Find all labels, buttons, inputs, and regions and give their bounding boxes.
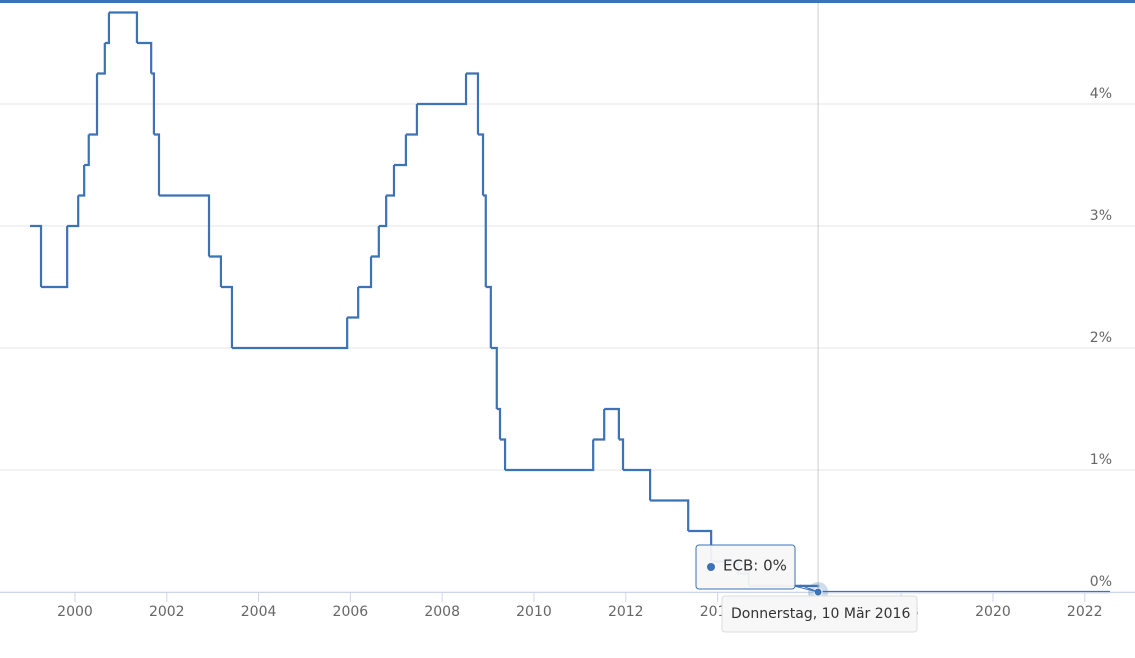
x-tick-label: 2010 <box>516 604 552 620</box>
x-tick-label: 2012 <box>608 604 644 620</box>
x-axis: 2000200220042006200820102012201420162018… <box>0 592 1135 620</box>
step-segment <box>108 11 139 43</box>
step-segment <box>151 72 156 135</box>
grid: 0% 1% 2% 3% 4% <box>0 86 1135 593</box>
tooltip-date: Donnerstag, 10 Mär 2016 <box>731 606 910 622</box>
tooltip-pointer <box>789 584 819 593</box>
tooltip-label: ECB: 0% <box>723 557 787 575</box>
step-segment <box>386 165 396 197</box>
date-box <box>721 595 918 633</box>
value-box <box>695 544 796 590</box>
step-segment <box>97 43 106 75</box>
plot <box>30 11 1110 594</box>
step-segment <box>209 255 223 287</box>
step-segment <box>41 226 69 289</box>
step-segment <box>371 226 380 258</box>
step-segment <box>477 133 485 196</box>
step-segment <box>104 12 111 45</box>
step-segment <box>496 407 502 440</box>
step-segment <box>618 438 625 470</box>
step-segment <box>78 165 86 197</box>
step-segment <box>485 285 492 348</box>
step-segment <box>490 346 498 409</box>
y-tick-label: 0% <box>1090 574 1112 590</box>
step-segment <box>604 407 620 440</box>
step-segment <box>231 317 349 350</box>
step-segment <box>393 134 408 167</box>
step-segment <box>405 104 419 136</box>
step-segment <box>593 409 606 441</box>
x-tick-label: 2004 <box>241 604 277 620</box>
x-tick-label: 2008 <box>424 604 460 620</box>
step-segment <box>347 287 360 319</box>
step-segment <box>88 73 99 136</box>
step-segment <box>650 499 690 531</box>
y-tick-label: 1% <box>1090 452 1112 468</box>
x-tick-label: 2022 <box>1067 604 1103 620</box>
tooltip: Donnerstag, 10 Mär 2016 ECB: 0% <box>695 3 918 633</box>
y-tick-label: 4% <box>1090 86 1112 102</box>
step-segment <box>136 41 153 74</box>
step-segment <box>220 285 234 348</box>
step-segment <box>466 72 480 135</box>
y-tick-label: 2% <box>1090 330 1112 346</box>
step-segment <box>30 224 43 287</box>
top-border <box>0 0 1135 3</box>
step-segment <box>84 134 90 167</box>
step-segment <box>358 256 373 289</box>
tooltip-dot <box>707 563 715 571</box>
x-tick-label: 2002 <box>149 604 185 620</box>
step-segment <box>416 73 468 106</box>
step-segment <box>505 439 595 472</box>
x-tick-label: 2006 <box>333 604 369 620</box>
x-tick-label: 2020 <box>975 604 1011 620</box>
x-tick-label: 2000 <box>57 604 93 620</box>
step-segment <box>483 194 487 287</box>
step-segment <box>378 195 388 228</box>
y-tick-label: 3% <box>1090 208 1112 224</box>
step-segment <box>153 133 161 196</box>
step-segment <box>158 194 211 257</box>
step-segment <box>500 438 507 470</box>
step-segment <box>67 195 80 228</box>
step-segment <box>623 468 652 501</box>
